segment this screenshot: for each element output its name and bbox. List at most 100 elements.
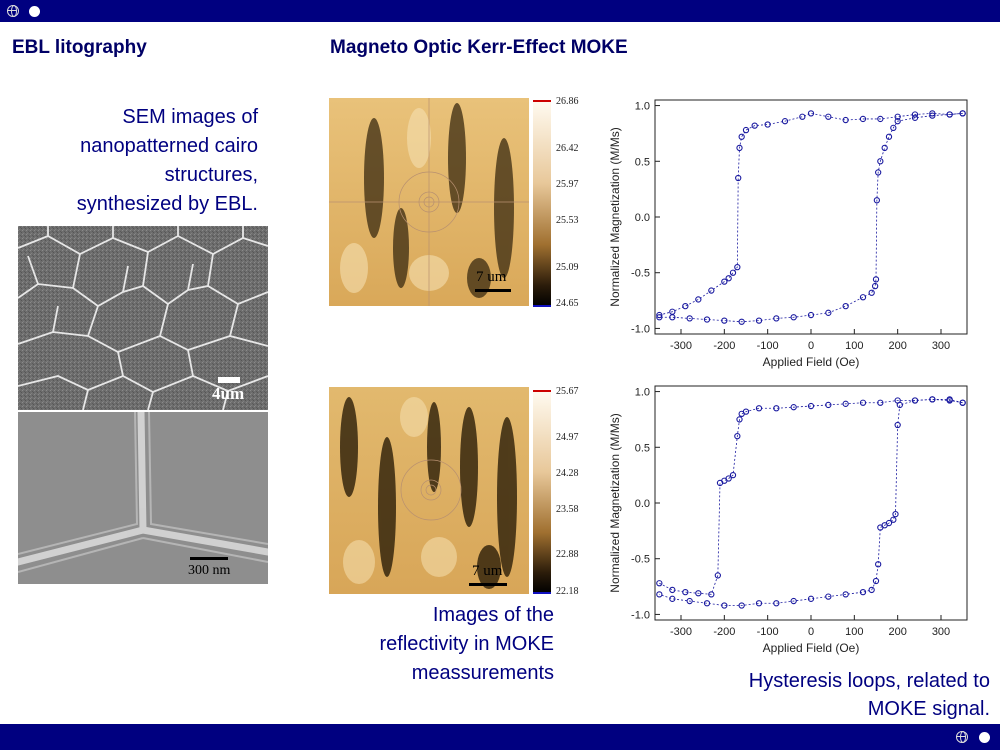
data-point (877, 524, 884, 531)
data-point (734, 432, 741, 440)
data-point (807, 311, 815, 319)
data-point (875, 561, 882, 568)
data-point (868, 289, 875, 296)
data-point (807, 595, 815, 602)
y-tick-label: 0.5 (635, 156, 650, 168)
series-line (659, 398, 963, 595)
data-point (686, 597, 693, 605)
series-line (659, 112, 963, 316)
data-point (894, 113, 901, 120)
data-point (885, 133, 893, 140)
data-point (877, 115, 884, 123)
colorbar-2-ticks: 25.67 24.97 24.28 23.58 22.88 22.18 (556, 386, 596, 601)
globe-icon (956, 731, 968, 743)
sem-bottom-scale-label: 300 nm (188, 563, 231, 578)
data-point (911, 114, 919, 121)
data-point (881, 144, 888, 152)
y-axis-label: Normalized Magnetization (M/Ms) (608, 413, 622, 592)
data-point (725, 275, 732, 282)
sem-image-top: 4um (18, 226, 268, 410)
data-point (842, 591, 849, 598)
data-point (877, 399, 884, 406)
data-point (736, 416, 743, 423)
data-point (859, 588, 867, 596)
data-point (929, 112, 936, 119)
moke-map-2: 7 um (329, 387, 529, 594)
x-tick-label: 300 (932, 626, 950, 638)
colorbar-tick: 25.53 (556, 215, 579, 226)
data-point (892, 510, 899, 518)
colorbar-tick: 26.42 (556, 143, 579, 154)
data-point (868, 586, 875, 594)
y-tick-label: -1.0 (631, 323, 650, 335)
y-tick-label: 0.5 (635, 442, 650, 454)
colorbar-1 (533, 101, 551, 306)
data-point (714, 572, 721, 579)
data-point (755, 317, 763, 324)
y-tick-label: -0.5 (631, 268, 650, 280)
x-tick-label: -300 (670, 340, 692, 352)
x-tick-label: 200 (888, 626, 906, 638)
x-tick-label: 300 (932, 340, 950, 352)
data-point (703, 316, 711, 323)
hysteresis-chart-2: -300 -200 -100 0 100 200 300 -1.0 -0.5 0.0 0.5 1.0 A… (608, 385, 968, 655)
data-point (842, 400, 849, 407)
data-point (721, 278, 728, 285)
data-point (872, 276, 880, 283)
data-point (729, 269, 737, 276)
data-point (946, 397, 953, 404)
y-tick-label: 0.0 (635, 498, 650, 510)
data-point (721, 317, 728, 324)
bottom-bar (0, 724, 1000, 750)
data-point (859, 115, 867, 123)
data-point (946, 111, 953, 118)
data-point (825, 309, 832, 316)
colorbar-tick: 25.67 (556, 386, 579, 397)
data-point (656, 314, 663, 321)
data-point (755, 600, 763, 607)
top-bar (0, 0, 1000, 22)
colorbar-tick: 22.18 (556, 586, 579, 597)
data-point (896, 401, 903, 409)
colorbar-2-bottom-mark (533, 592, 551, 594)
data-point (751, 122, 758, 129)
x-tick-label: -200 (713, 340, 735, 352)
data-point (807, 402, 815, 410)
x-tick-label: 0 (808, 340, 814, 352)
data-point (764, 121, 771, 128)
data-point (695, 590, 702, 597)
colorbar-tick: 22.88 (556, 549, 579, 560)
moke-map-1-scale: 7 um (476, 269, 507, 285)
colorbar-2-top-mark (533, 390, 551, 392)
data-point (742, 408, 750, 415)
data-point (872, 577, 880, 585)
data-point (708, 591, 715, 598)
y-tick-label: -0.5 (631, 554, 650, 566)
moke-map-2-scale: 7 um (472, 563, 503, 579)
y-tick-label: -1.0 (631, 609, 650, 621)
data-point (735, 174, 742, 182)
sem-top-scale-label: 4um (212, 384, 245, 403)
data-point (842, 302, 849, 310)
data-point (929, 110, 936, 117)
data-point (825, 593, 832, 600)
loops-caption: Hysteresis loops, related to MOKE signal… (748, 670, 990, 720)
data-point (738, 318, 745, 325)
data-point (721, 602, 728, 609)
colorbar-1-bottom-mark (533, 305, 551, 307)
data-point (871, 282, 879, 290)
data-point (656, 311, 663, 319)
series-line (659, 398, 963, 606)
data-point (929, 396, 936, 403)
data-point (773, 405, 780, 412)
colorbar-2 (533, 391, 551, 593)
globe-icon (7, 5, 19, 17)
sem-image-bottom: 300 nm (18, 412, 268, 584)
data-point (799, 113, 806, 120)
data-point (825, 401, 832, 409)
x-tick-label: 100 (845, 340, 863, 352)
data-point (669, 595, 676, 602)
data-point (807, 110, 815, 117)
data-point (682, 302, 689, 310)
data-point (656, 591, 663, 598)
